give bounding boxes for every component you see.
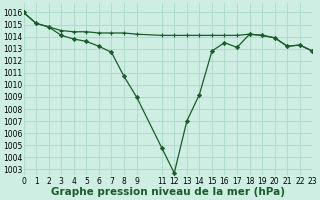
X-axis label: Graphe pression niveau de la mer (hPa): Graphe pression niveau de la mer (hPa) (51, 187, 285, 197)
